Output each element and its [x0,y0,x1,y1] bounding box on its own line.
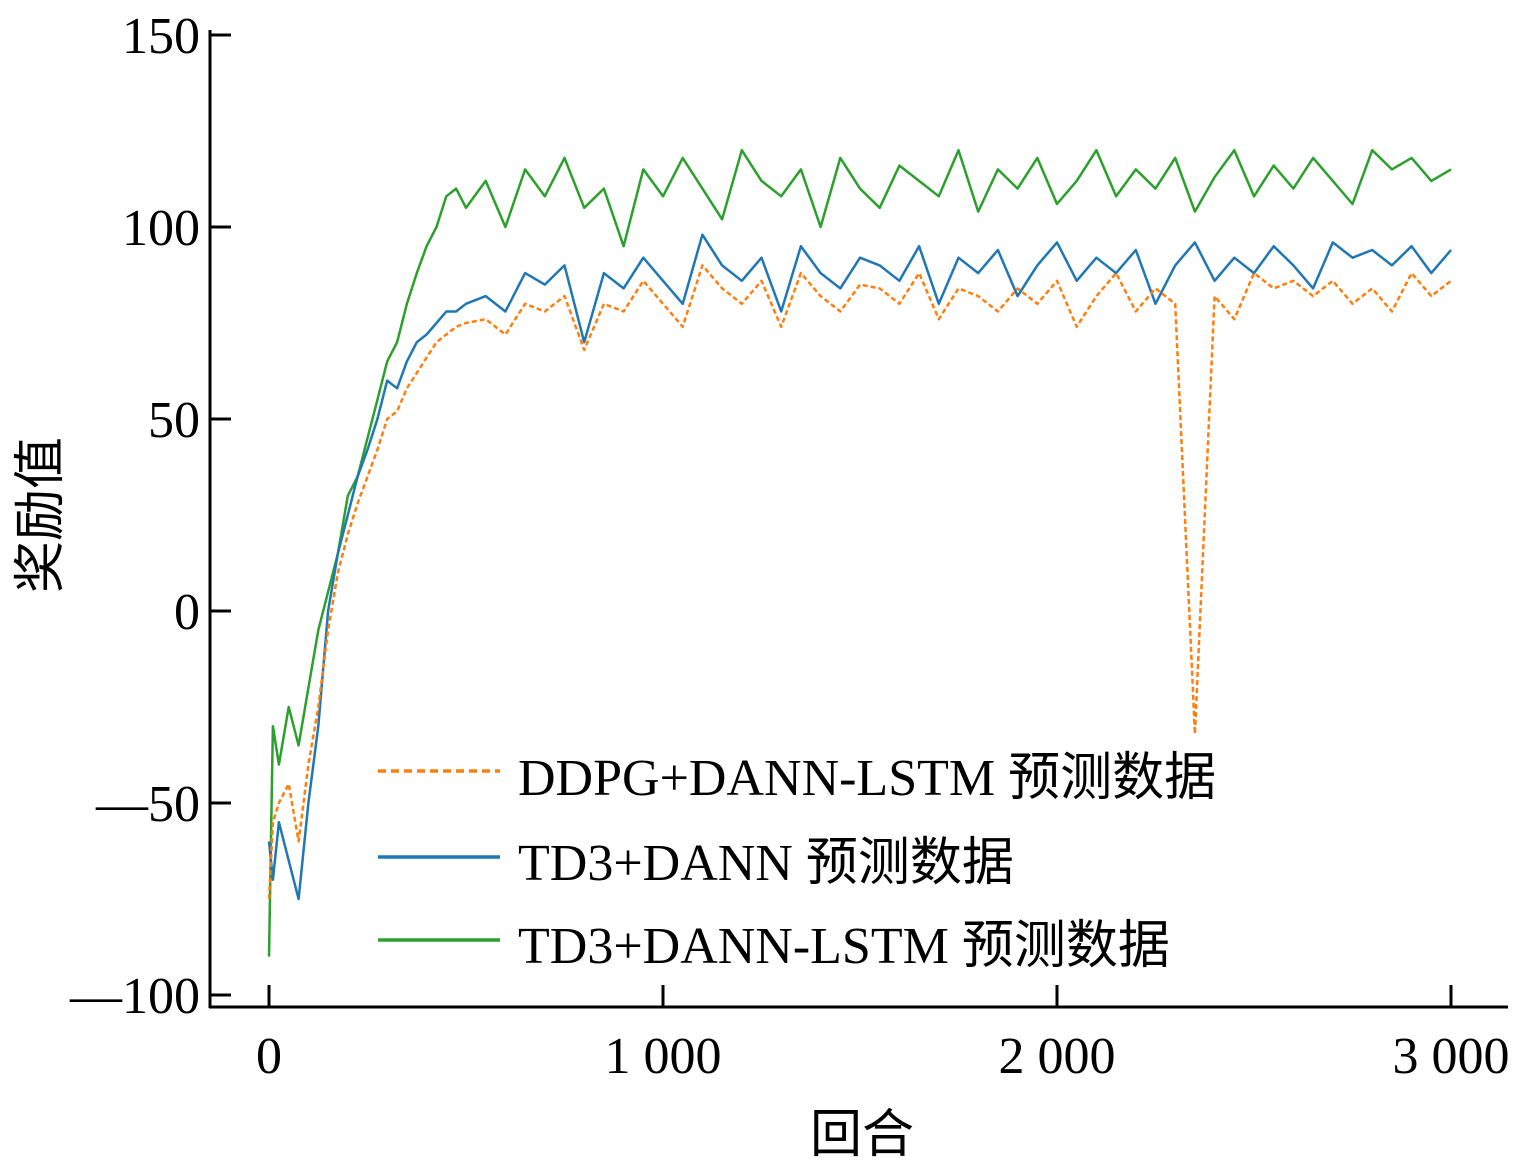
x-tick-label: 1 000 [605,1028,722,1085]
x-axis-title: 回合 [810,1105,914,1165]
x-tick-label: 3 000 [1393,1028,1510,1085]
series-line-1 [267,233,1452,901]
y-tick-label: —100 [69,968,200,1025]
legend-label-ddpg-dann-lstm: DDPG+DANN-LSTM 预测数据 [518,750,1216,807]
y-axis-title: 奖励值 [11,437,71,593]
x-tick-label: 0 [256,1028,282,1085]
x-tick-label: 2 000 [999,1028,1116,1085]
y-tick-label: 0 [174,584,200,641]
series-line-0 [267,264,1452,900]
y-tick-label: —50 [95,776,200,833]
legend: DDPG+DANN-LSTM 预测数据 TD3+DANN 预测数据 TD3+DA… [378,750,1216,975]
y-tick-label: 50 [148,392,200,449]
legend-label-td3-dann-lstm: TD3+DANN-LSTM 预测数据 [518,918,1170,975]
ticks-layer: —100 —50 0 50 100 150 0 1 000 2 000 3 000 [69,8,1510,1085]
y-tick-label: 100 [122,200,200,257]
legend-label-td3-dann: TD3+DANN 预测数据 [518,835,1014,892]
series-layer [267,148,1452,957]
y-tick-label: 150 [122,8,200,65]
series-line-2 [267,148,1452,957]
